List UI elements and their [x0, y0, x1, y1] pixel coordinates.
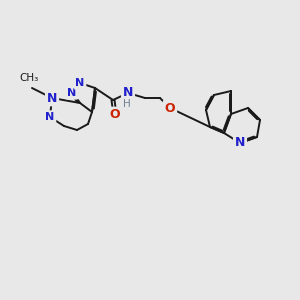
- Text: H: H: [123, 99, 131, 109]
- Text: O: O: [110, 109, 120, 122]
- Text: N: N: [47, 92, 57, 104]
- Text: N: N: [235, 136, 245, 149]
- Text: N: N: [123, 86, 133, 100]
- Text: N: N: [45, 112, 55, 122]
- Text: CH₃: CH₃: [20, 73, 39, 83]
- Text: N: N: [75, 78, 85, 88]
- Text: N: N: [68, 88, 76, 98]
- Text: O: O: [165, 101, 175, 115]
